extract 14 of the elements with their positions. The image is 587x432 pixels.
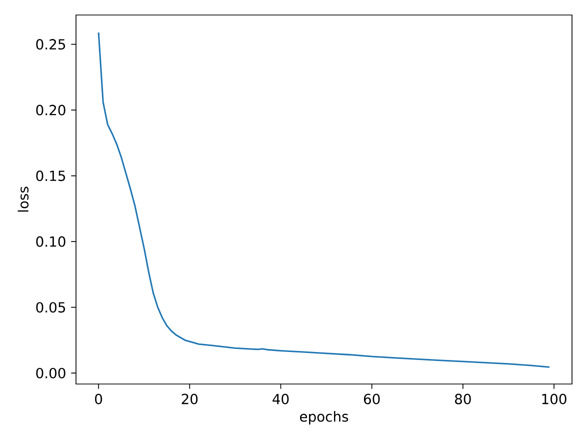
y-tick-label: 0.20 — [36, 104, 66, 116]
y-tick-label: 0.15 — [36, 170, 66, 182]
x-tick-label: 20 — [182, 394, 198, 404]
x-tick-label: 0 — [95, 394, 102, 404]
x-tick-label: 100 — [542, 394, 566, 404]
x-tick-label: 60 — [364, 394, 380, 404]
x-axis-title: epochs — [300, 411, 348, 424]
x-tick-label: 80 — [455, 394, 471, 404]
y-tick-label: 0.00 — [36, 368, 66, 378]
y-axis-title: loss — [18, 186, 29, 212]
x-tick-label: 40 — [272, 394, 289, 404]
y-tick-label: 0.25 — [36, 39, 66, 50]
y-tick-label: 0.05 — [36, 302, 66, 313]
y-tick-label: 0.10 — [36, 236, 66, 247]
